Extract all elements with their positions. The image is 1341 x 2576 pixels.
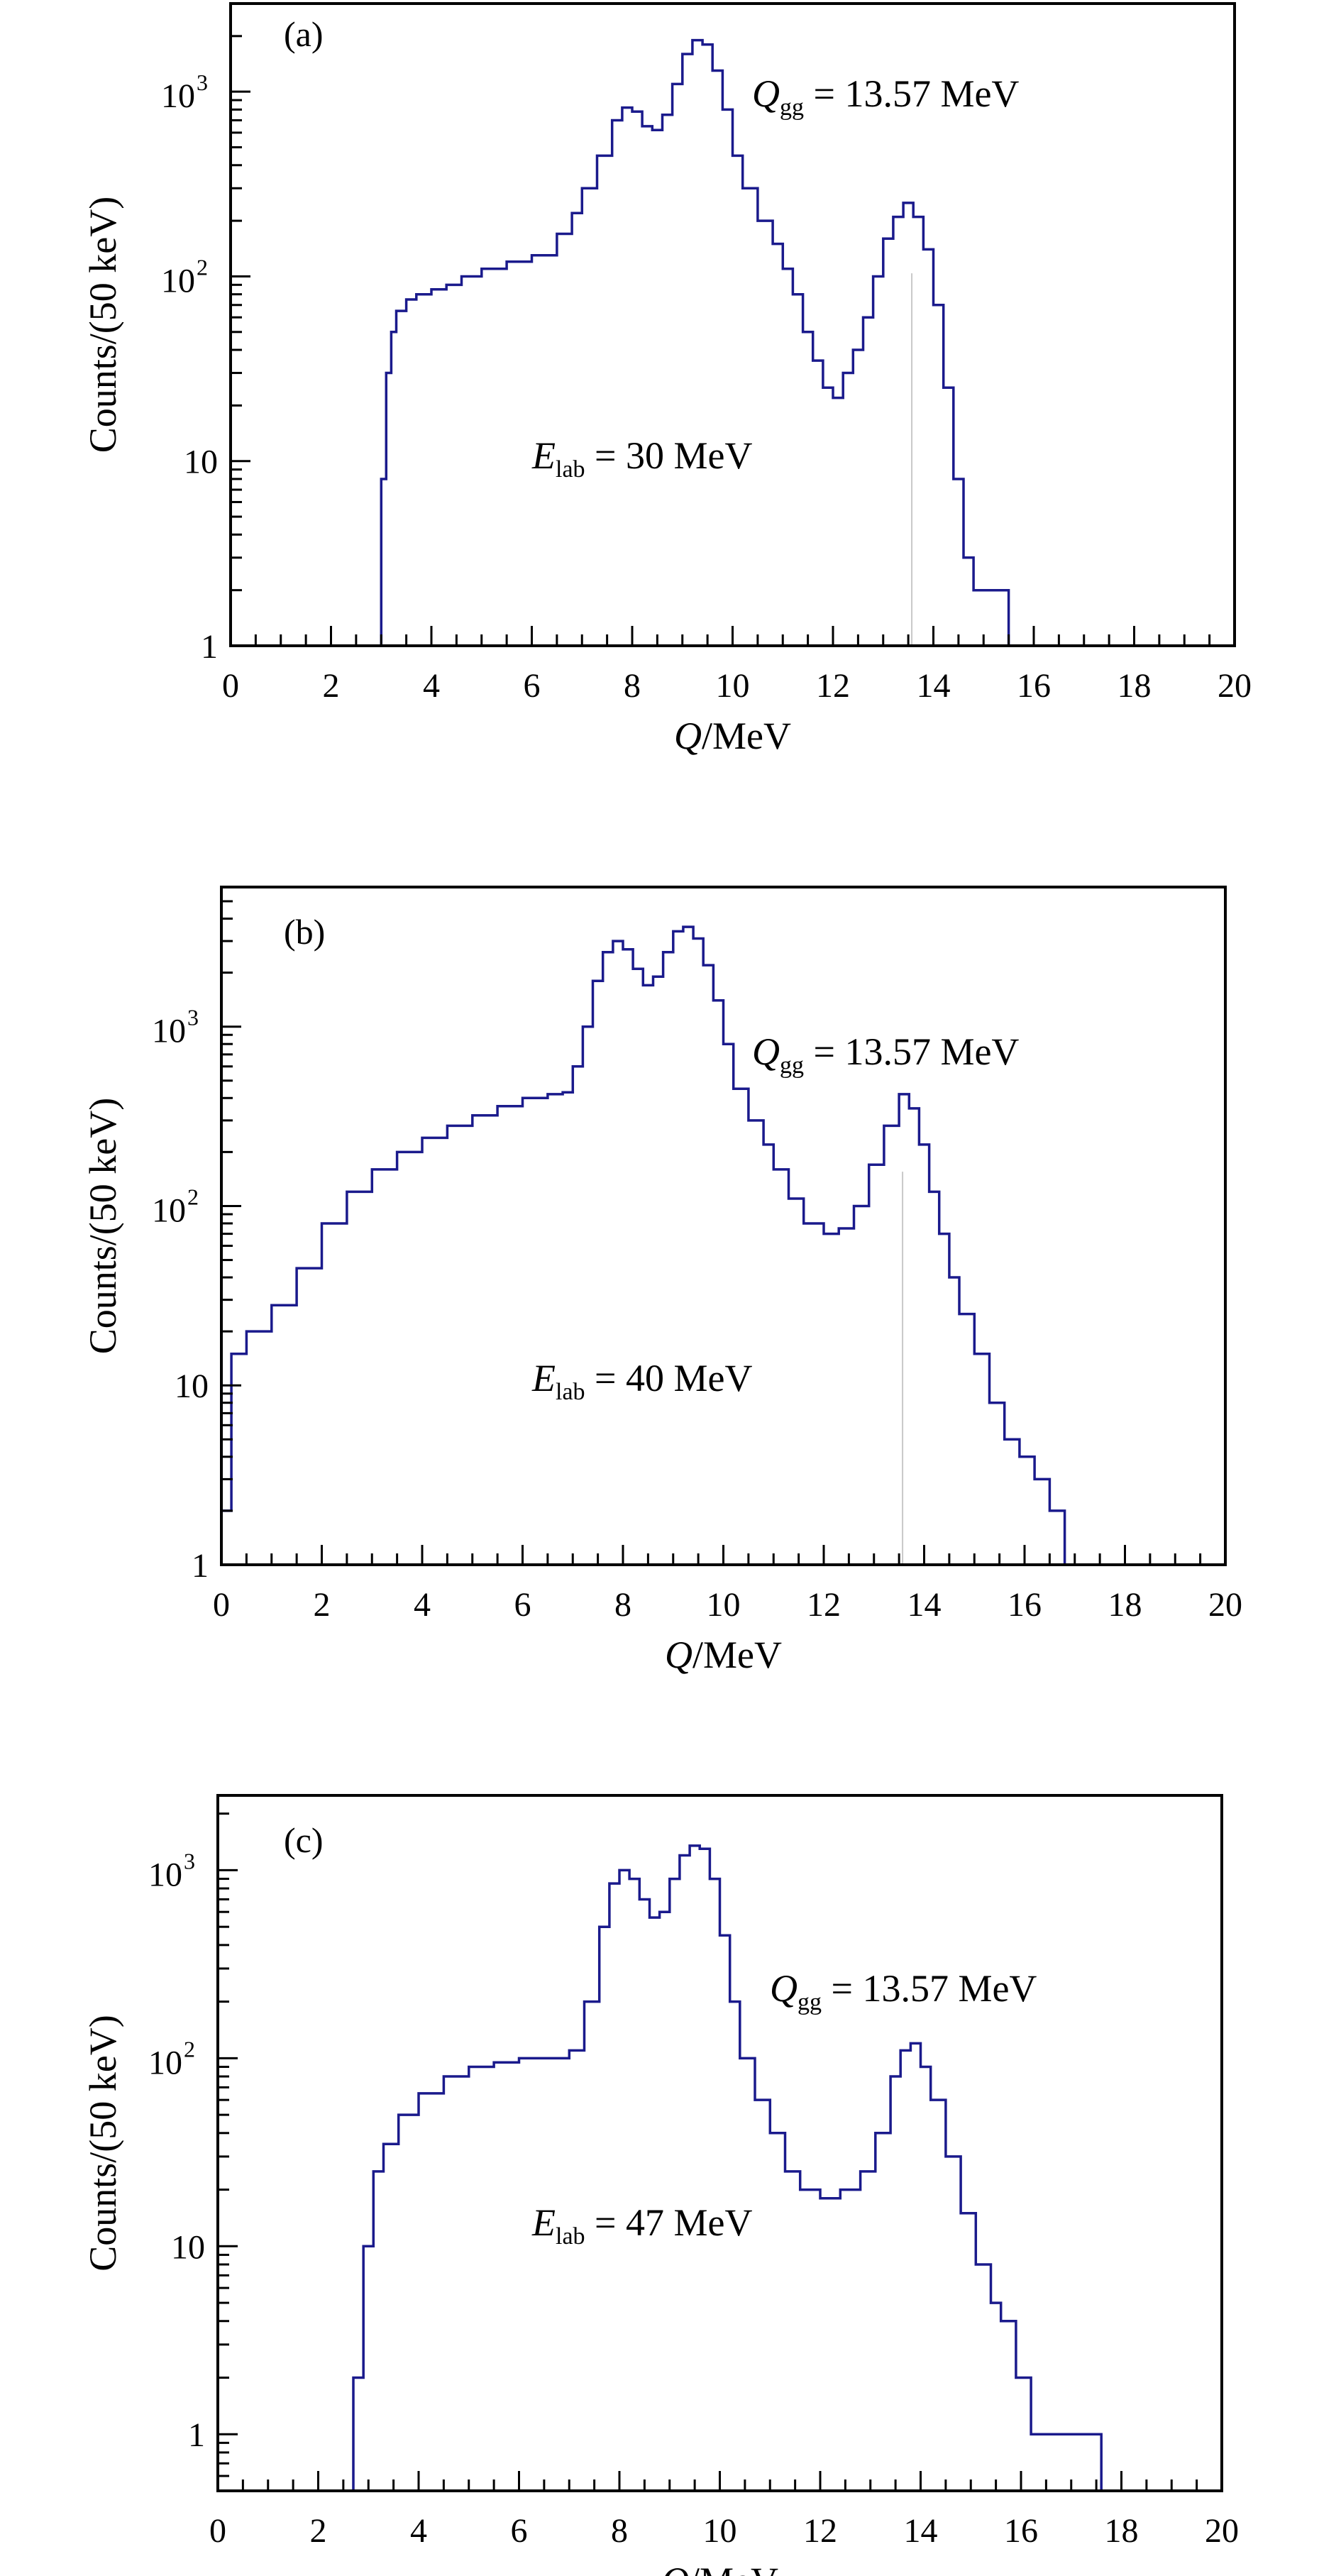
y-tick-base: 10 <box>152 1013 186 1050</box>
y-tick-exponent: 2 <box>184 2036 195 2062</box>
y-tick-base: 10 <box>148 2044 182 2081</box>
x-tick-label: 2 <box>314 1586 331 1624</box>
y-axis-title: Counts/(50 keV) <box>82 2015 124 2271</box>
x-tick-label: 6 <box>514 1586 531 1624</box>
x-tick-label: 16 <box>1008 1586 1042 1624</box>
y-tick-exponent: 2 <box>187 1184 199 1209</box>
x-tick-label: 10 <box>707 1586 741 1624</box>
y-tick-base: 10 <box>161 77 195 115</box>
x-tick-label: 4 <box>423 667 440 705</box>
x-tick-label: 2 <box>310 2512 327 2550</box>
beam-energy-annotation: Elab = 40 MeV <box>531 1357 752 1405</box>
x-tick-label: 8 <box>624 667 641 705</box>
x-tick-label: 18 <box>1105 2512 1139 2550</box>
beam-energy-annotation: Elab = 30 MeV <box>531 434 752 483</box>
y-tick-label: 10 <box>161 77 195 115</box>
y-tick-label: 1 <box>201 628 218 666</box>
x-tick-label: 2 <box>323 667 340 705</box>
histogram-series <box>221 925 1071 1565</box>
y-tick-label: 10 <box>161 262 195 299</box>
x-tick-label: 0 <box>213 1586 230 1624</box>
x-tick-label: 4 <box>410 2512 427 2550</box>
y-tick-label: 10 <box>148 1856 182 1893</box>
x-tick-label: 20 <box>1218 667 1252 705</box>
y-tick-label: 10 <box>175 1367 209 1405</box>
x-tick-label: 14 <box>904 2512 938 2550</box>
y-tick-label: 10 <box>152 1013 186 1050</box>
x-tick-label: 14 <box>907 1586 942 1624</box>
q-value-annotation: Qgg = 13.57 MeV <box>752 1030 1019 1079</box>
y-tick-label: 1 <box>188 2416 205 2454</box>
y-tick-exponent: 3 <box>187 1005 199 1030</box>
x-tick-label: 16 <box>1004 2512 1038 2550</box>
q-value-annotation: Qgg = 13.57 MeV <box>752 72 1019 121</box>
y-tick-label: 10 <box>152 1191 186 1229</box>
y-tick-exponent: 3 <box>197 70 208 95</box>
panel-label: (a) <box>284 14 324 54</box>
x-tick-label: 14 <box>917 667 951 705</box>
y-tick-base: 10 <box>161 262 195 299</box>
y-tick-label: 10 <box>171 2228 205 2266</box>
x-tick-label: 20 <box>1208 1586 1242 1624</box>
x-tick-label: 4 <box>414 1586 431 1624</box>
x-tick-label: 0 <box>209 2512 226 2550</box>
y-tick-label: 10 <box>148 2044 182 2081</box>
q-value-annotation: Qgg = 13.57 MeV <box>770 1967 1037 2015</box>
y-tick-exponent: 3 <box>184 1848 195 1873</box>
x-tick-label: 8 <box>614 1586 631 1624</box>
x-tick-label: 12 <box>807 1586 841 1624</box>
x-tick-label: 18 <box>1108 1586 1142 1624</box>
x-tick-label: 18 <box>1118 667 1152 705</box>
x-tick-label: 12 <box>803 2512 837 2550</box>
x-tick-label: 16 <box>1017 667 1051 705</box>
x-tick-label: 8 <box>611 2512 628 2550</box>
y-tick-exponent: 2 <box>197 254 208 280</box>
histogram-series <box>376 38 1015 646</box>
x-tick-label: 20 <box>1205 2512 1239 2550</box>
y-axis-title: Counts/(50 keV) <box>82 197 124 453</box>
x-axis-title: Q/MeV <box>674 715 791 757</box>
plot-frame <box>220 886 1227 1566</box>
y-tick-base: 10 <box>148 1856 182 1893</box>
x-tick-label: 10 <box>703 2512 737 2550</box>
y-tick-label: 10 <box>184 444 218 481</box>
x-tick-label: 10 <box>716 667 750 705</box>
x-axis-title: Q/MeV <box>665 1634 782 1676</box>
x-axis-title: Q/MeV <box>661 2560 778 2576</box>
y-tick-base: 10 <box>152 1191 186 1229</box>
y-axis-title: Counts/(50 keV) <box>82 1098 124 1354</box>
y-tick-label: 1 <box>192 1547 209 1585</box>
beam-energy-annotation: Elab = 47 MeV <box>531 2201 752 2250</box>
x-tick-label: 6 <box>511 2512 528 2550</box>
histogram-series <box>343 1844 1108 2491</box>
panel-label: (c) <box>284 1820 324 1860</box>
x-tick-label: 0 <box>222 667 239 705</box>
x-tick-label: 12 <box>816 667 850 705</box>
panel-label: (b) <box>284 912 325 952</box>
x-tick-label: 6 <box>524 667 541 705</box>
